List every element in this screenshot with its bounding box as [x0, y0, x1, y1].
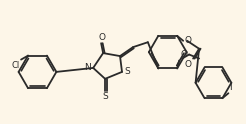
Text: I: I: [230, 83, 232, 92]
Text: S: S: [124, 67, 130, 76]
Text: O: O: [180, 50, 187, 60]
Text: O: O: [184, 36, 191, 45]
Text: Cl: Cl: [12, 61, 20, 70]
Text: O: O: [184, 60, 191, 69]
Text: S: S: [103, 92, 108, 101]
Text: O: O: [98, 33, 105, 42]
Text: N: N: [84, 63, 91, 72]
